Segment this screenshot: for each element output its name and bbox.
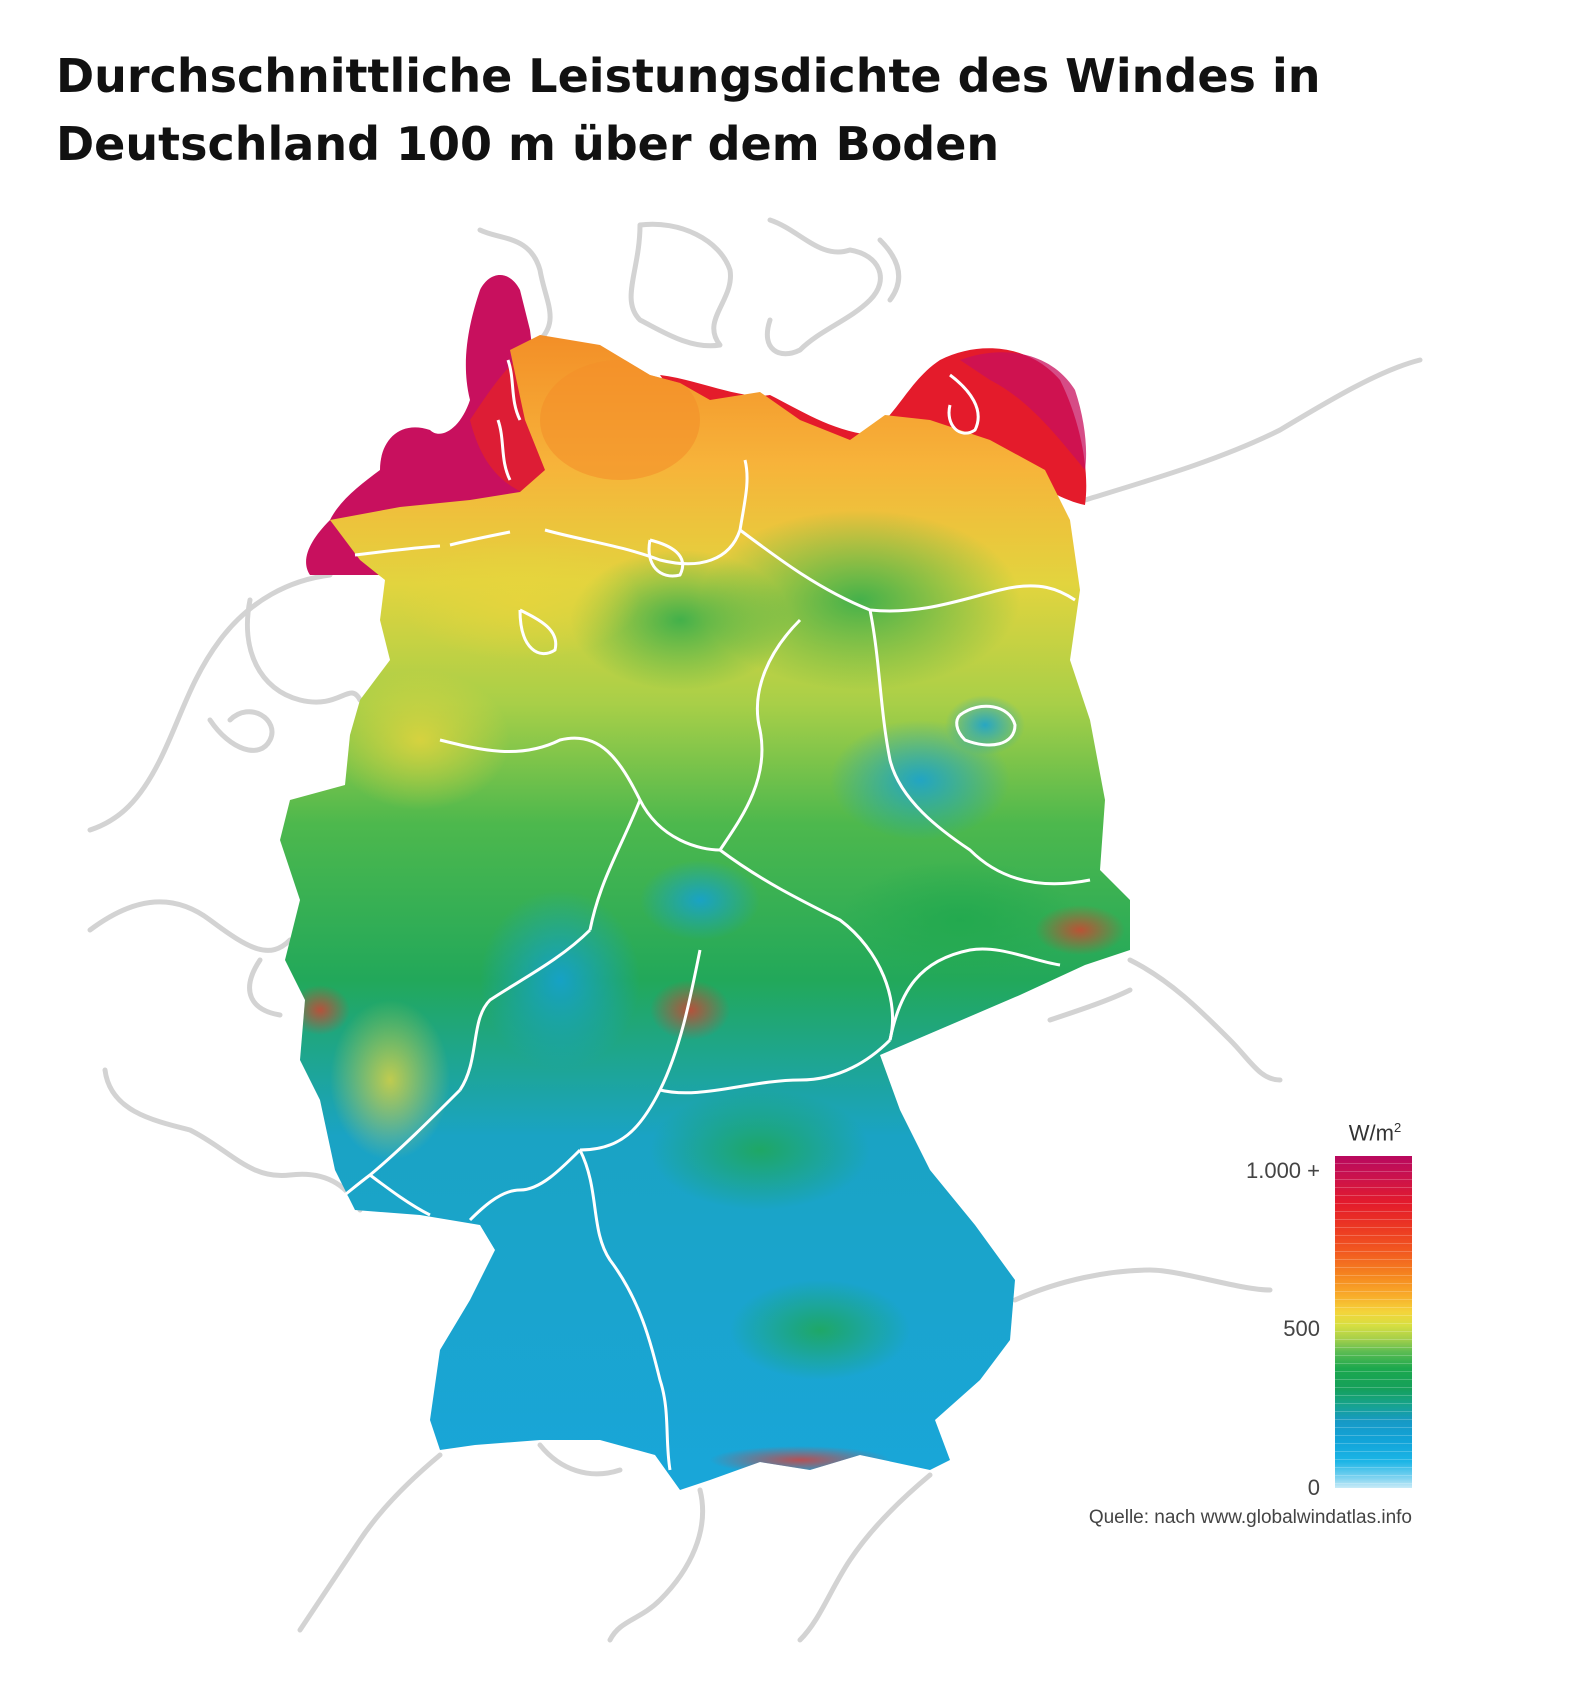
patch-yellow-west (330, 670, 510, 810)
lake-constance (537, 1442, 623, 1477)
border-bw-bavaria (578, 1149, 672, 1471)
legend-tick-min: 0 (1307, 1475, 1320, 1500)
netherlands-ijssel (244, 597, 363, 705)
legend-unit-label: W/m2 (1335, 1120, 1415, 1146)
legend-color-scale (1335, 1156, 1412, 1488)
ruegen-outline (947, 373, 980, 435)
state-borders (329, 359, 1091, 1471)
czech-west (1047, 987, 1133, 1023)
border-bremen (518, 608, 558, 656)
border-niedersachsen-south (439, 736, 721, 852)
poland-coast (1082, 357, 1423, 503)
patch-red-rhoen (650, 980, 730, 1040)
legend-tick-max: 1.000 + (1245, 1158, 1320, 1183)
border-mecklenburg (739, 528, 1076, 613)
border-schleswig-holstein (544, 459, 749, 566)
patch-green-saxony (840, 860, 1080, 980)
border-thuringia (719, 848, 895, 1041)
patch-red-eifel (290, 985, 350, 1035)
legend-unit-superscript: 2 (1393, 1120, 1402, 1135)
sweden-coast (877, 237, 902, 303)
zealand-outline (764, 217, 883, 357)
baltic-sea-zone (660, 348, 1087, 505)
border-berlin (955, 704, 1017, 747)
alps-outline-1 (797, 1472, 933, 1643)
map-title: Durchschnittliche Leistungsdichte des Wi… (56, 42, 1356, 178)
patch-green-franconia (650, 1090, 870, 1210)
france-outline (102, 1067, 363, 1213)
north-sea-inner (470, 350, 560, 500)
map-title-line-2: Deutschland 100 m über dem Boden (56, 117, 1000, 171)
north-frisian-islands (496, 359, 522, 481)
luxembourg-outline (247, 957, 283, 1018)
border-nrw-east (588, 799, 642, 931)
netherlands-outline (87, 572, 333, 833)
patch-blue-brandenburg (830, 720, 1010, 840)
patch-blue-hessen (480, 890, 640, 1070)
baltic-sea-outer (960, 352, 1087, 470)
neighbor-outlines (87, 217, 1423, 1643)
border-saarland (369, 1173, 431, 1217)
patch-blue-thuringia (640, 860, 760, 940)
austria-outline (1012, 1267, 1273, 1303)
border-rlp (329, 1088, 462, 1207)
patch-orange-north (540, 360, 700, 480)
border-bw-hessen (468, 1148, 582, 1222)
patch-red-erzgebirge (1035, 905, 1125, 955)
border-sachsen-anhalt (868, 609, 1091, 886)
alps-outline-2 (607, 1487, 706, 1643)
belgium-outline (87, 899, 293, 953)
patch-yellow-lowland (400, 540, 640, 660)
switzerland-outline (297, 1452, 443, 1633)
denmark-islands-outline (628, 221, 733, 349)
czech-north (1127, 957, 1283, 1083)
legend-unit-text: W/m (1348, 1120, 1394, 1146)
border-hamburg (647, 538, 685, 578)
border-niedersachsen-east (718, 618, 802, 851)
patch-yellow-rhineland (330, 1000, 450, 1160)
legend-tick-mid: 500 (1283, 1316, 1320, 1341)
netherlands-inner (207, 709, 275, 753)
source-credit: Quelle: nach www.globalwindatlas.info (1088, 1507, 1412, 1528)
east-frisian-islands (354, 530, 511, 557)
map-title-line-1: Durchschnittliche Leistungsdichte des Wi… (56, 49, 1321, 103)
border-saxony-west (888, 947, 1061, 1041)
germany-land (280, 335, 1130, 1490)
denmark-jutland-outline (477, 227, 553, 343)
border-hessen-west (458, 928, 592, 1091)
border-bavaria-north (659, 1038, 892, 1095)
patch-green-bavaria (730, 1280, 910, 1380)
